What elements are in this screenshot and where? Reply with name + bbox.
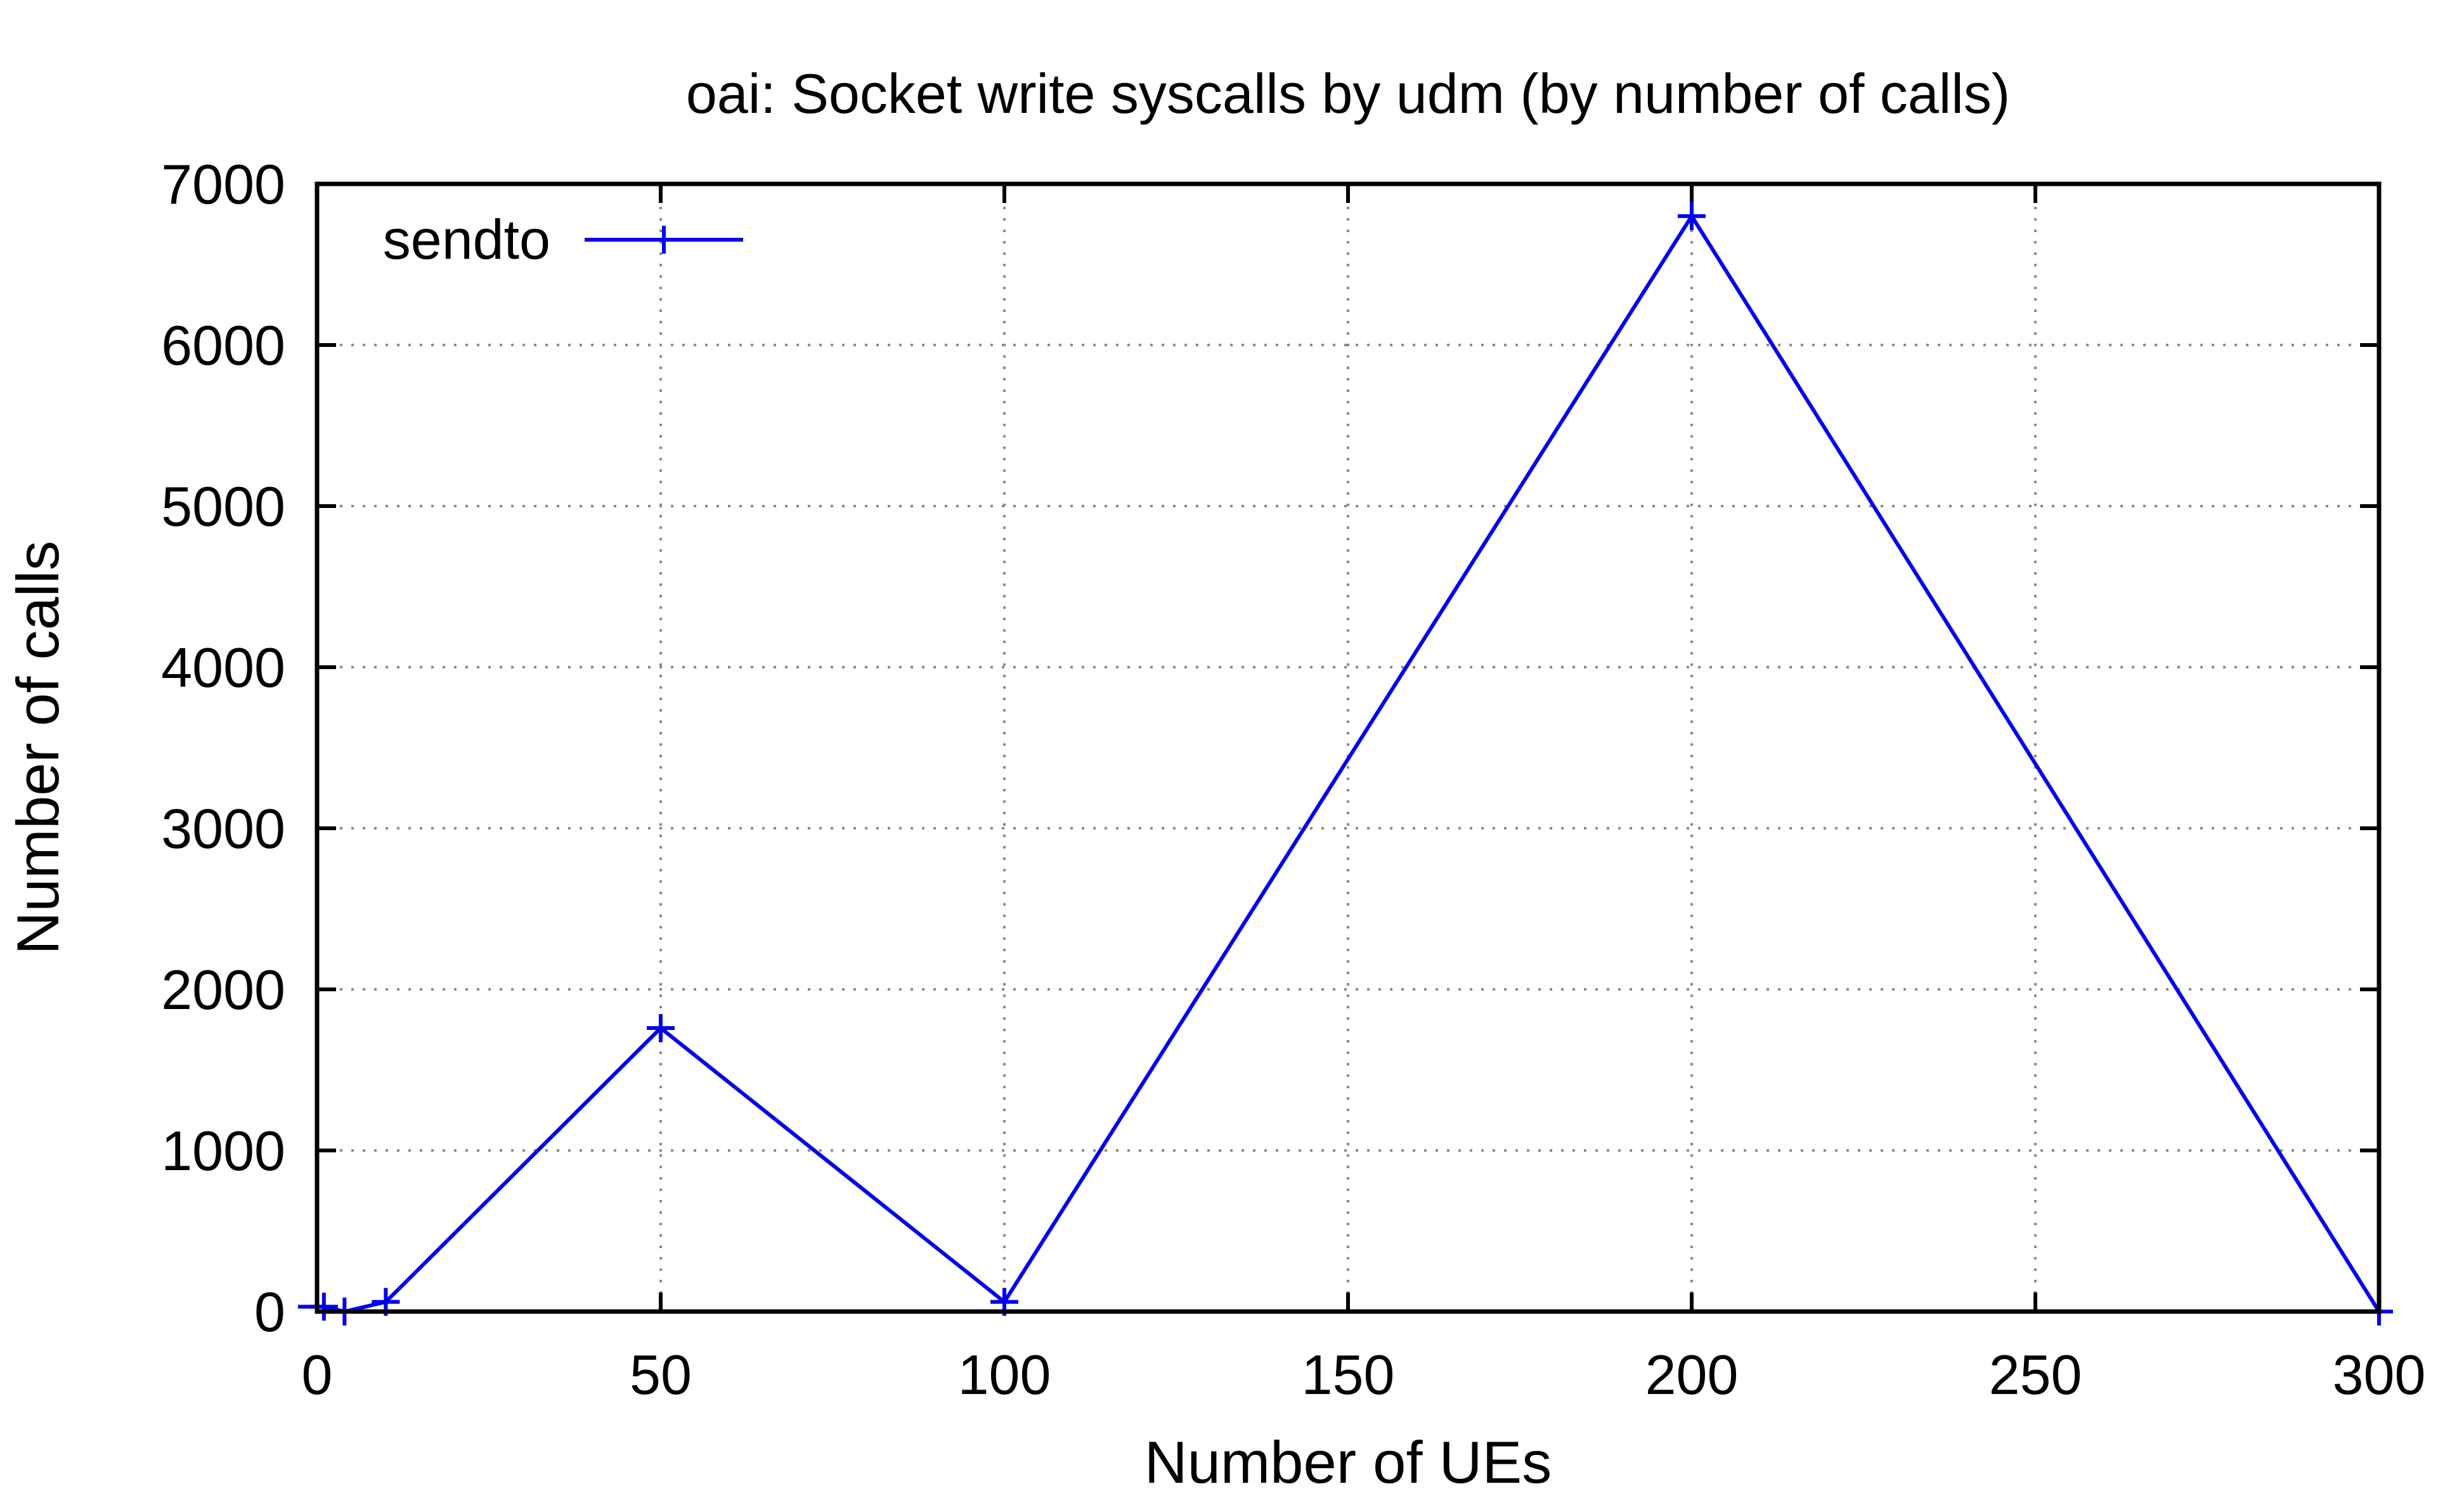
y-axis-label: Number of calls xyxy=(4,541,71,955)
x-tick-label: 0 xyxy=(302,1343,333,1406)
data-point-marker xyxy=(309,1293,338,1321)
data-point-marker xyxy=(647,1013,675,1042)
plot-area xyxy=(297,202,2393,1325)
y-tick-label: 1000 xyxy=(161,1119,285,1182)
axis-ticks: 0 1000 2000 3000 4000 5000 6000 7000 0 50 100 150 20… xyxy=(161,153,2425,1406)
legend-label: sendto xyxy=(383,208,550,271)
plot-frame xyxy=(314,181,2382,1314)
y-tick-label: 7000 xyxy=(161,153,285,216)
data-point-marker xyxy=(1678,202,1706,230)
grid-lines xyxy=(317,184,2379,1312)
x-tick-label: 150 xyxy=(1302,1343,1395,1406)
y-tick-label: 0 xyxy=(254,1280,285,1343)
x-tick-label: 50 xyxy=(630,1343,692,1406)
legend-marker xyxy=(650,226,678,254)
y-tick-label: 5000 xyxy=(161,475,285,538)
y-tick-label: 2000 xyxy=(161,958,285,1021)
x-axis-label: Number of UEs xyxy=(1144,1429,1552,1495)
x-tick-label: 300 xyxy=(2333,1343,2426,1406)
x-tick-label: 250 xyxy=(1989,1343,2082,1406)
y-tick-label: 6000 xyxy=(161,314,285,377)
chart-title: oai: Socket write syscalls by udm (by nu… xyxy=(686,62,2010,125)
y-tick-label: 4000 xyxy=(161,636,285,699)
y-tick-label: 3000 xyxy=(161,797,285,860)
x-tick-label: 200 xyxy=(1645,1343,1739,1406)
series-line-sendto xyxy=(297,212,2381,1314)
x-tick-label: 100 xyxy=(958,1343,1051,1406)
legend: sendto xyxy=(383,208,743,271)
